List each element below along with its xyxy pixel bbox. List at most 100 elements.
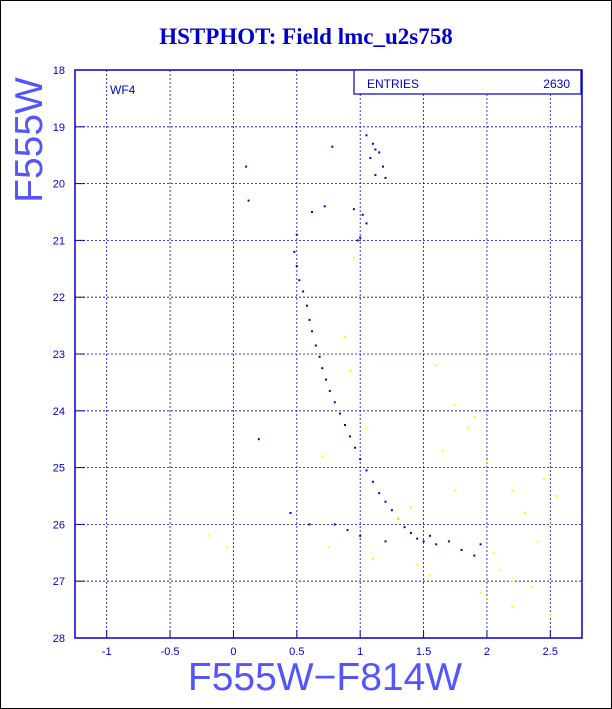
y-tick-label: 25 [53,463,65,475]
data-point [365,469,368,472]
x-tick-label: 1 [357,646,363,658]
data-point [295,265,298,267]
data-point [371,142,374,145]
data-point [403,526,406,529]
data-point [302,290,305,293]
data-point-secondary [485,460,488,463]
x-tick-label: -1 [102,646,112,658]
data-point [331,145,334,148]
data-point [314,344,317,347]
data-point [328,389,331,392]
x-axis-title: F555W−F814W [188,656,462,699]
data-point [298,279,301,282]
data-point-secondary [321,455,324,458]
data-point-secondary [530,585,533,588]
data-point-secondary [344,336,346,338]
data-point [344,424,346,426]
data-point-secondary [441,449,444,452]
data-point [428,534,431,537]
data-point [365,134,368,137]
x-tick-label: 2.5 [543,646,558,658]
data-point [359,458,362,461]
data-point-secondary [524,512,526,514]
data-point-secondary [473,415,476,418]
data-point-secondary [327,546,330,549]
y-tick-label: 19 [53,122,65,134]
data-point [371,480,374,483]
y-ticks: 18 19 20 21 22 23 24 25 26 27 28 [53,65,85,645]
data-point-secondary [454,489,457,492]
chart-title: HSTPHOT: Field lmc_u2s758 [159,24,453,49]
data-point [369,157,372,159]
y-tick-label: 22 [53,292,65,304]
data-point [361,213,364,216]
data-point-secondary [536,540,539,543]
x-tick-label: 0.5 [289,646,304,658]
y-tick-label: 26 [53,519,65,531]
data-point-secondary [511,580,514,583]
data-point [245,165,248,168]
data-point-secondary [371,557,374,560]
data-point-secondary [207,534,210,537]
y-tick-label: 28 [53,633,65,645]
data-point-secondary [349,370,351,372]
data-point-secondary [435,364,438,367]
data-point [473,554,476,557]
data-point [346,529,349,532]
data-point-secondary [479,591,482,594]
data-point [382,165,384,168]
data-point-secondary [555,495,558,497]
y-tick-label: 20 [53,179,65,191]
y-tick-label: 27 [53,576,65,588]
data-point [323,205,326,208]
data-point [321,367,324,370]
data-point [374,148,377,151]
data-point-secondary [543,478,545,480]
y-tick-label: 21 [53,235,65,247]
data-point [289,512,292,514]
data-point [333,523,336,526]
data-point [295,233,298,236]
x-tick-label: 0 [230,646,236,658]
data-point-secondary [352,256,355,259]
data-point [311,211,313,213]
data-point [384,176,387,179]
data-point [356,239,359,242]
data-point [384,540,387,543]
data-point [479,543,482,546]
data-point [447,540,450,543]
x-tick-label: 1.5 [416,646,431,658]
grid [75,70,582,638]
data-point [352,208,355,211]
data-point [311,330,313,333]
data-point-secondary [466,426,469,429]
data-point-secondary [428,574,431,577]
data-point-secondary [226,546,229,549]
data-point-secondary [492,551,495,554]
data-point-secondary [511,605,514,608]
data-point [338,412,341,415]
data-point [359,236,362,239]
data-point-secondary [549,614,552,617]
data-point [374,174,377,177]
data-point-secondary [485,597,488,600]
data-point [306,304,308,307]
data-points [207,134,558,617]
y-tick-label: 23 [53,349,65,361]
stats-entries-label: ENTRIES [367,77,419,91]
data-point [308,318,311,321]
data-point [378,492,381,495]
data-point-secondary [549,523,552,526]
data-point [422,540,425,543]
x-tick-label: -0.5 [161,646,180,658]
data-point [318,355,321,358]
data-point [354,446,357,449]
stats-entries-value: 2630 [543,77,570,91]
y-tick-label: 24 [53,406,65,418]
data-point [293,250,296,253]
data-point [359,534,362,537]
data-point-secondary [498,568,501,571]
data-point [416,537,419,540]
data-point [247,199,250,202]
x-ticks: -1 -0.5 0 0.5 1 1.5 2 2.5 [102,630,558,658]
